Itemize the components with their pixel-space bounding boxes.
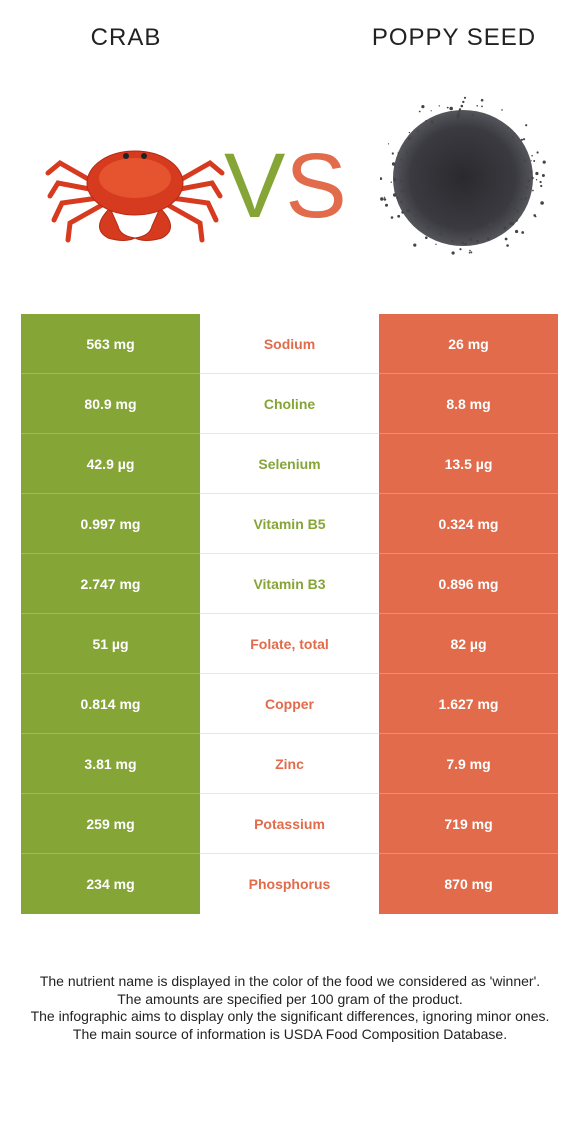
nutrient-name: Copper [200, 674, 379, 734]
footer-notes: The nutrient name is displayed in the co… [12, 973, 568, 1043]
left-food-title: CRAB [90, 24, 162, 51]
nutrient-name: Selenium [200, 434, 379, 494]
poppy-seed-image [380, 96, 546, 255]
versus-label: VS [224, 140, 347, 232]
left-value: 42.9 µg [21, 434, 200, 494]
left-value: 0.814 mg [21, 674, 200, 734]
table-row: 563 mg Sodium 26 mg [21, 314, 558, 374]
right-value: 7.9 mg [379, 734, 558, 794]
left-value: 234 mg [21, 854, 200, 914]
left-value: 51 µg [21, 614, 200, 674]
table-row: 0.997 mg Vitamin B5 0.324 mg [21, 494, 558, 554]
table-row: 259 mg Potassium 719 mg [21, 794, 558, 854]
nutrient-name: Sodium [200, 314, 379, 374]
table-row: 0.814 mg Copper 1.627 mg [21, 674, 558, 734]
right-value: 13.5 µg [379, 434, 558, 494]
left-value: 0.997 mg [21, 494, 200, 554]
left-value: 563 mg [21, 314, 200, 374]
right-food-title: POPPY SEED [371, 24, 537, 51]
nutrient-name: Zinc [200, 734, 379, 794]
table-row: 234 mg Phosphorus 870 mg [21, 854, 558, 914]
right-value: 719 mg [379, 794, 558, 854]
vs-v-letter: V [224, 135, 286, 237]
vs-s-letter: S [285, 135, 347, 237]
nutrient-name: Choline [200, 374, 379, 434]
right-value: 82 µg [379, 614, 558, 674]
nutrient-table: 563 mg Sodium 26 mg 80.9 mg Choline 8.8 mg 42.… [21, 314, 558, 914]
right-value: 26 mg [379, 314, 558, 374]
table-row: 42.9 µg Selenium 13.5 µg [21, 434, 558, 494]
footer-line-3: The infographic aims to display only the… [30, 1008, 550, 1024]
nutrient-name: Phosphorus [200, 854, 379, 914]
footer-line-4: The main source of information is USDA F… [72, 1025, 508, 1042]
footer-line-2: The amounts are specified per 100 gram o… [117, 990, 463, 1007]
left-value: 3.81 mg [21, 734, 200, 794]
crab-image [45, 150, 225, 243]
nutrient-name: Vitamin B3 [200, 554, 379, 614]
left-value: 2.747 mg [21, 554, 200, 614]
right-value: 1.627 mg [379, 674, 558, 734]
nutrient-name: Folate, total [200, 614, 379, 674]
right-value: 8.8 mg [379, 374, 558, 434]
right-value: 0.896 mg [379, 554, 558, 614]
footer-line-1: The nutrient name is displayed in the co… [39, 973, 541, 989]
left-value: 259 mg [21, 794, 200, 854]
right-value: 870 mg [379, 854, 558, 914]
table-row: 2.747 mg Vitamin B3 0.896 mg [21, 554, 558, 614]
nutrient-name: Potassium [200, 794, 379, 854]
right-value: 0.324 mg [379, 494, 558, 554]
table-row: 51 µg Folate, total 82 µg [21, 614, 558, 674]
left-value: 80.9 mg [21, 374, 200, 434]
nutrient-name: Vitamin B5 [200, 494, 379, 554]
table-row: 3.81 mg Zinc 7.9 mg [21, 734, 558, 794]
table-row: 80.9 mg Choline 8.8 mg [21, 374, 558, 434]
